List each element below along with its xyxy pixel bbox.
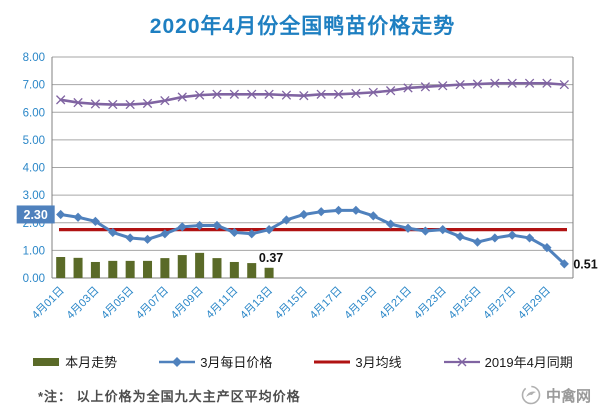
brand-logo-text: 中禽网 bbox=[545, 387, 591, 405]
chart-legend: 本月走势 3月每日价格 3月均线 2019年4月同期 bbox=[0, 352, 605, 371]
svg-text:4月09日: 4月09日 bbox=[169, 285, 206, 322]
svg-text:8.00: 8.00 bbox=[23, 52, 45, 64]
svg-text:4月01日: 4月01日 bbox=[30, 285, 67, 322]
svg-text:4月11日: 4月11日 bbox=[204, 285, 240, 321]
svg-text:4月23日: 4月23日 bbox=[412, 285, 449, 322]
svg-text:4月17日: 4月17日 bbox=[308, 285, 345, 322]
price-chart: 0.00 1.00 2.00 3.00 4.00 5.00 6.00 7.00 8.00 4月01… bbox=[0, 48, 605, 346]
legend-label-2019-same-period: 2019年4月同期 bbox=[484, 355, 573, 370]
price-chart-canvas: 0.001.002.003.004.005.006.007.008.004月01… bbox=[16, 52, 598, 322]
footnote: *注： 以上价格为全国九大主产区平均价格 bbox=[38, 388, 301, 404]
svg-text:4月25日: 4月25日 bbox=[447, 285, 484, 322]
red-line-swatch-icon bbox=[314, 360, 351, 363]
brand-logo: 中禽网 bbox=[520, 384, 591, 406]
svg-text:4月13日: 4月13日 bbox=[238, 285, 275, 322]
legend-item-march-daily: 3月每日价格 bbox=[159, 352, 272, 371]
legend-label-march-daily: 3月每日价格 bbox=[200, 355, 273, 370]
svg-text:0.37: 0.37 bbox=[259, 251, 283, 265]
svg-text:0.00: 0.00 bbox=[23, 273, 45, 285]
svg-text:4月21日: 4月21日 bbox=[377, 285, 414, 322]
legend-item-march-average: 3月均线 bbox=[314, 352, 402, 371]
legend-label-march-average: 3月均线 bbox=[355, 355, 402, 370]
footer: *注： 以上价格为全国九大主产区平均价格 中禽网 bbox=[38, 384, 591, 406]
svg-text:3.00: 3.00 bbox=[23, 190, 45, 202]
legend-item-2019-same-period: 2019年4月同期 bbox=[443, 352, 573, 371]
svg-text:6.00: 6.00 bbox=[23, 107, 45, 119]
svg-text:7.00: 7.00 bbox=[23, 80, 45, 92]
svg-text:5.00: 5.00 bbox=[23, 135, 45, 147]
svg-text:4月03日: 4月03日 bbox=[65, 285, 102, 322]
legend-label-month-trend: 本月走势 bbox=[65, 355, 118, 370]
svg-text:0.51: 0.51 bbox=[573, 257, 597, 271]
svg-text:4月15日: 4月15日 bbox=[273, 285, 310, 322]
svg-text:4.00: 4.00 bbox=[23, 163, 45, 175]
svg-text:1.00: 1.00 bbox=[23, 245, 45, 257]
diamond-line-swatch-icon bbox=[159, 356, 196, 367]
legend-item-month-trend: 本月走势 bbox=[32, 352, 117, 371]
chart-title: 2020年4月份全国鸭苗价格走势 bbox=[149, 15, 456, 38]
svg-text:4月29日: 4月29日 bbox=[516, 285, 553, 322]
bar-swatch-icon bbox=[33, 357, 60, 366]
svg-text:4月05日: 4月05日 bbox=[99, 285, 136, 322]
svg-text:4月07日: 4月07日 bbox=[134, 285, 171, 322]
svg-text:4月19日: 4月19日 bbox=[342, 285, 379, 322]
svg-text:2.30: 2.30 bbox=[24, 208, 48, 222]
x-line-swatch-icon bbox=[443, 357, 480, 366]
bird-logo-icon bbox=[521, 385, 541, 405]
svg-text:4月27日: 4月27日 bbox=[481, 285, 518, 322]
